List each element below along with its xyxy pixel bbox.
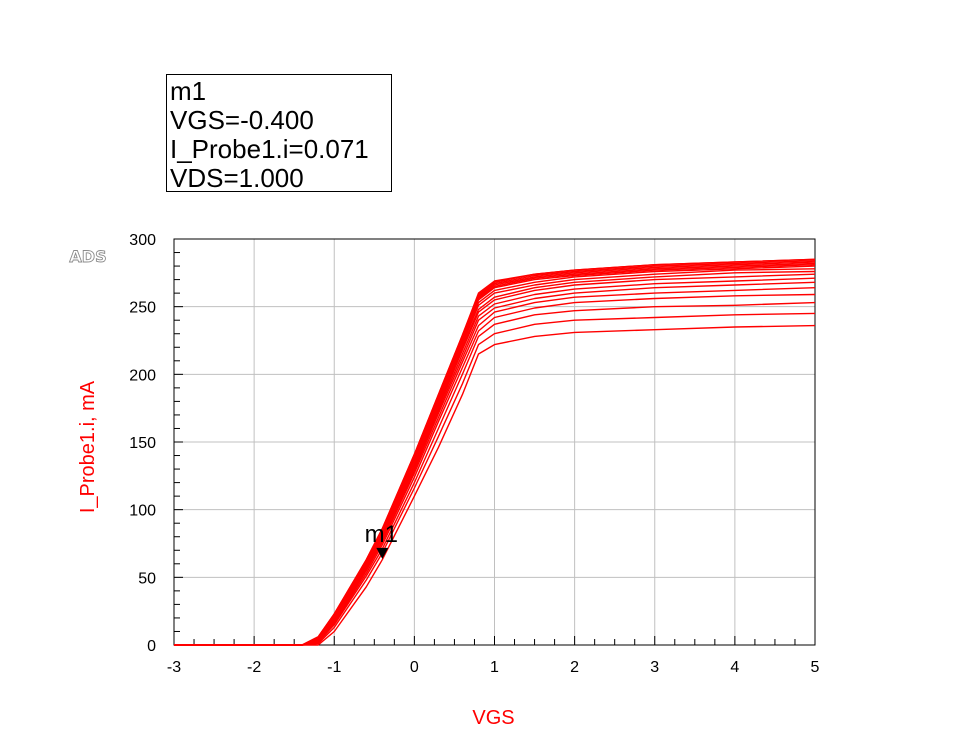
- y-tick-label: 200: [129, 367, 156, 384]
- marker-readout-current: I_Probe1.i=0.071: [170, 134, 369, 164]
- x-tick-label: 2: [570, 659, 579, 676]
- x-tick-label: -1: [327, 659, 341, 676]
- x-tick-label: 1: [490, 659, 499, 676]
- marker-readout-name: m1: [170, 76, 207, 106]
- marker-readout-vgs: VGS=-0.400: [170, 105, 314, 135]
- y-tick-label: 150: [129, 435, 156, 452]
- y-tick-label: 0: [147, 638, 156, 655]
- curve-family: [174, 258, 816, 646]
- plot-frame: [173, 238, 816, 646]
- curve-series-4: [174, 293, 816, 646]
- y-tick-labels: 0 50 100 150 200 250 300: [129, 232, 156, 655]
- curve-series-2: [174, 312, 816, 646]
- curve-series-17: [174, 258, 816, 646]
- marker-triangle-icon[interactable]: [376, 547, 389, 559]
- minor-ticks: [173, 238, 816, 646]
- marker-readout-vds: VDS=1.000: [170, 163, 304, 193]
- x-axis-title: VGS: [472, 707, 514, 729]
- x-tick-label: 5: [811, 659, 820, 676]
- marker-m1[interactable]: m1: [365, 521, 398, 559]
- curve-series-1: [174, 324, 816, 646]
- x-tick-labels: -3 -2 -1 0 1 2 3 4 5: [167, 659, 820, 676]
- x-tick-label: 3: [650, 659, 659, 676]
- marker-label: m1: [365, 521, 398, 548]
- curve-series-9: [174, 270, 816, 646]
- y-tick-label: 50: [138, 570, 156, 587]
- y-tick-label: 100: [129, 503, 156, 520]
- x-tick-label: -3: [167, 659, 181, 676]
- ads-watermark: ADS: [69, 247, 106, 266]
- x-tick-label: 0: [410, 659, 419, 676]
- x-tick-label: 4: [730, 659, 739, 676]
- y-tick-label: 300: [129, 232, 156, 249]
- x-tick-label: -2: [247, 659, 261, 676]
- y-tick-label: 250: [129, 300, 156, 317]
- marker-readout-box[interactable]: m1 VGS=-0.400 I_Probe1.i=0.071 VDS=1.000: [166, 74, 392, 193]
- y-axis-title: I_Probe1.i, mA: [77, 380, 99, 513]
- curve-series-6: [174, 281, 816, 646]
